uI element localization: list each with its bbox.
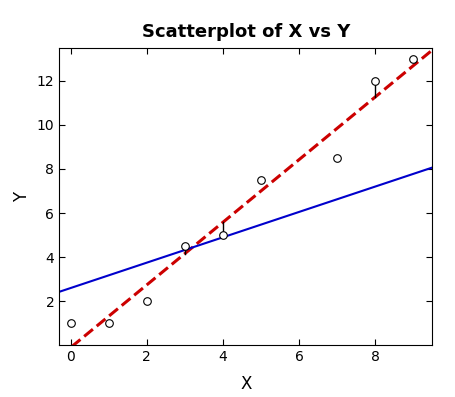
- Point: [219, 232, 227, 238]
- Point: [105, 320, 112, 326]
- Point: [371, 77, 379, 84]
- Point: [334, 155, 341, 161]
- Point: [181, 243, 188, 249]
- Point: [410, 56, 417, 62]
- Y-axis label: Y: Y: [13, 191, 31, 202]
- Point: [257, 177, 264, 183]
- Title: Scatterplot of X vs Y: Scatterplot of X vs Y: [142, 23, 350, 40]
- X-axis label: X: X: [240, 375, 251, 393]
- Point: [67, 320, 74, 326]
- Point: [143, 298, 150, 304]
